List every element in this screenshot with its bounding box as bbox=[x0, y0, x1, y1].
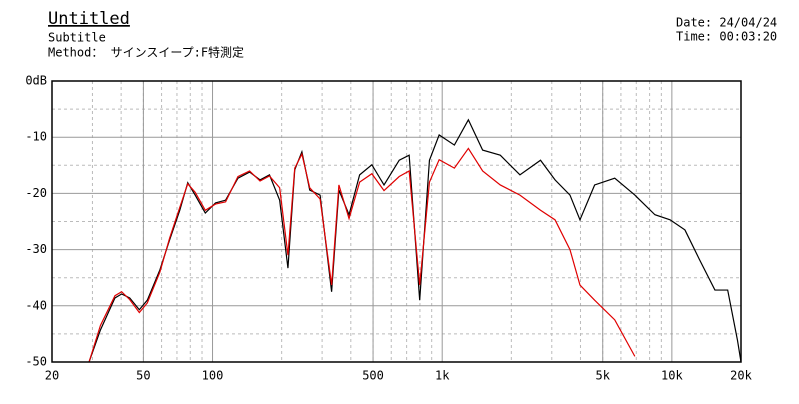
x-tick-label: 20k bbox=[730, 369, 752, 383]
plot-frame bbox=[51, 80, 742, 363]
chart-title: Untitled bbox=[48, 9, 130, 29]
x-tick-label: 100 bbox=[202, 369, 224, 383]
y-tick-label: -40 bbox=[25, 298, 47, 312]
x-tick-label: 5k bbox=[596, 369, 611, 383]
y-tick-label: -50 bbox=[25, 355, 47, 369]
x-tick-label: 50 bbox=[136, 369, 150, 383]
date: Date: 24/04/24 bbox=[676, 16, 777, 30]
time: Time: 00:03:20 bbox=[676, 30, 777, 44]
y-tick-label: 0dB bbox=[25, 74, 47, 88]
y-tick-label: -20 bbox=[25, 186, 47, 200]
chart-subtitle: Subtitle bbox=[48, 31, 106, 45]
y-tick-label: -30 bbox=[25, 242, 47, 256]
x-tick-label: 10k bbox=[661, 369, 683, 383]
method: Method： サインスイープ:F特測定 bbox=[48, 45, 244, 60]
x-tick-label: 500 bbox=[362, 369, 384, 383]
x-tick-label: 20 bbox=[45, 369, 59, 383]
y-tick-label: -10 bbox=[25, 130, 47, 144]
x-tick-label: 1k bbox=[435, 369, 450, 383]
series-line bbox=[88, 118, 741, 362]
series-line bbox=[88, 147, 636, 362]
